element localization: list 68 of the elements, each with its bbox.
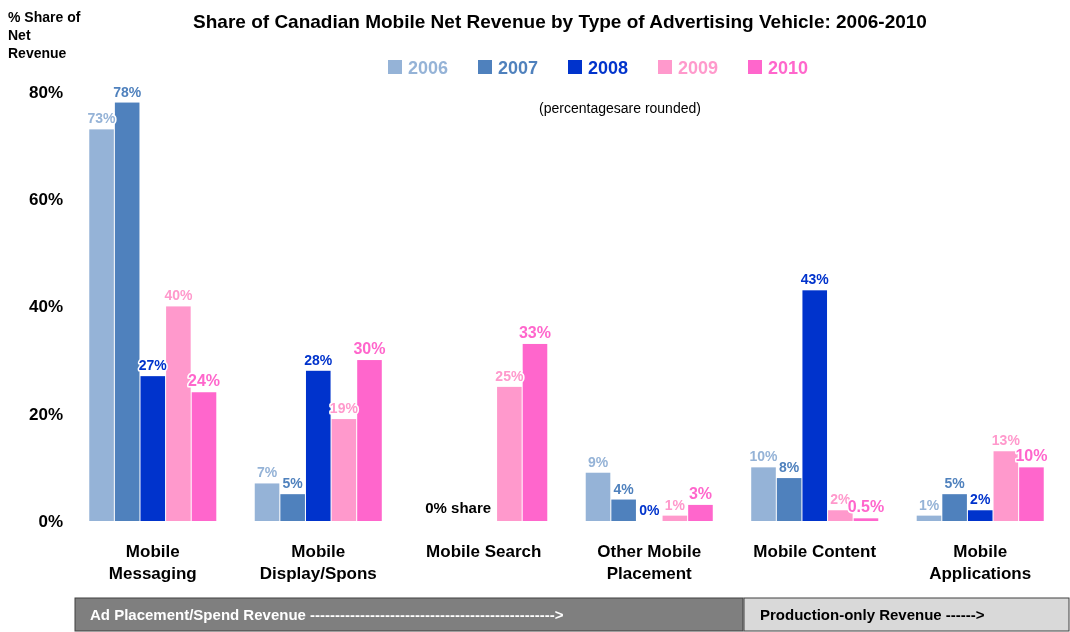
annotation: (percentagesare rounded)	[539, 100, 701, 116]
bar	[916, 515, 942, 521]
bar	[585, 472, 611, 521]
data-label: 3%	[688, 484, 713, 502]
y-tick-label: 60%	[28, 190, 63, 210]
bar	[305, 370, 331, 521]
data-label: 40%	[164, 287, 193, 304]
y-tick-label: 80%	[28, 82, 63, 102]
data-label: 43%	[800, 271, 830, 288]
data-label: 27%	[138, 357, 168, 374]
data-label: 9%	[587, 453, 609, 470]
y-tick-label: 40%	[28, 297, 63, 317]
data-label: 28%	[304, 351, 333, 368]
bar	[497, 386, 522, 521]
data-label: 5%	[944, 475, 966, 492]
data-label: 25%	[495, 367, 524, 384]
text: Ad Placement/Spend Revenue ------------------------------------------------->	[90, 606, 564, 623]
data-label: 33%	[518, 323, 551, 341]
data-label: 73%	[87, 110, 117, 127]
x-tick-label: Mobile Messaging	[108, 542, 197, 583]
bar	[853, 518, 879, 521]
data-label: 30%	[353, 340, 386, 358]
bar	[776, 478, 802, 521]
bar	[191, 392, 217, 521]
bar	[1019, 467, 1044, 521]
legend-label: 2009	[678, 58, 719, 78]
bar	[688, 504, 713, 521]
bar	[751, 467, 776, 521]
x-tick-label: Mobile Display/Spons	[259, 542, 377, 583]
bar	[254, 483, 280, 521]
y-axis-title: % Share of Net Revenue	[8, 9, 81, 61]
bar	[828, 510, 853, 521]
data-label: 8%	[779, 459, 800, 476]
data-label: 1%	[664, 496, 686, 513]
y-tick-label: 20%	[28, 404, 63, 424]
bar	[802, 290, 828, 521]
bar	[140, 376, 166, 521]
annotation: 0% share	[425, 499, 492, 516]
data-label: 78%	[113, 83, 142, 100]
bar	[967, 510, 993, 521]
bar	[89, 129, 114, 521]
x-tick-label: Other Mobile Placement	[597, 542, 702, 583]
bar	[942, 494, 967, 521]
legend-label: 2010	[768, 58, 809, 78]
data-label: 1%	[918, 496, 940, 513]
x-tick-label: Mobile Content	[753, 542, 877, 561]
data-label: 5%	[282, 475, 304, 492]
bar	[280, 494, 305, 521]
bar	[331, 419, 357, 521]
legend-label: 2008	[588, 58, 629, 78]
bar	[357, 360, 382, 521]
y-tick-label: 0%	[38, 512, 63, 531]
data-label: 7%	[256, 464, 278, 481]
bar	[662, 515, 688, 521]
x-tick-label: Mobile Applications	[929, 542, 1032, 583]
legend-label: 2006	[408, 58, 449, 78]
data-label: 13%	[991, 432, 1021, 449]
bar	[114, 102, 140, 521]
chart-title: Share of Canadian Mobile Net Revenue by Type of Advertising Vehicle: 2006-2010	[193, 11, 927, 32]
legend-label: 2007	[498, 58, 539, 78]
text: Production-only Revenue ------>	[760, 606, 985, 623]
data-label: 2%	[970, 491, 991, 508]
x-tick-label: Mobile Search	[426, 542, 542, 561]
bar	[611, 499, 636, 521]
data-label: 10%	[749, 448, 779, 465]
bar	[522, 343, 548, 521]
data-label: 0%	[639, 502, 660, 518]
data-label: 4%	[613, 480, 635, 497]
